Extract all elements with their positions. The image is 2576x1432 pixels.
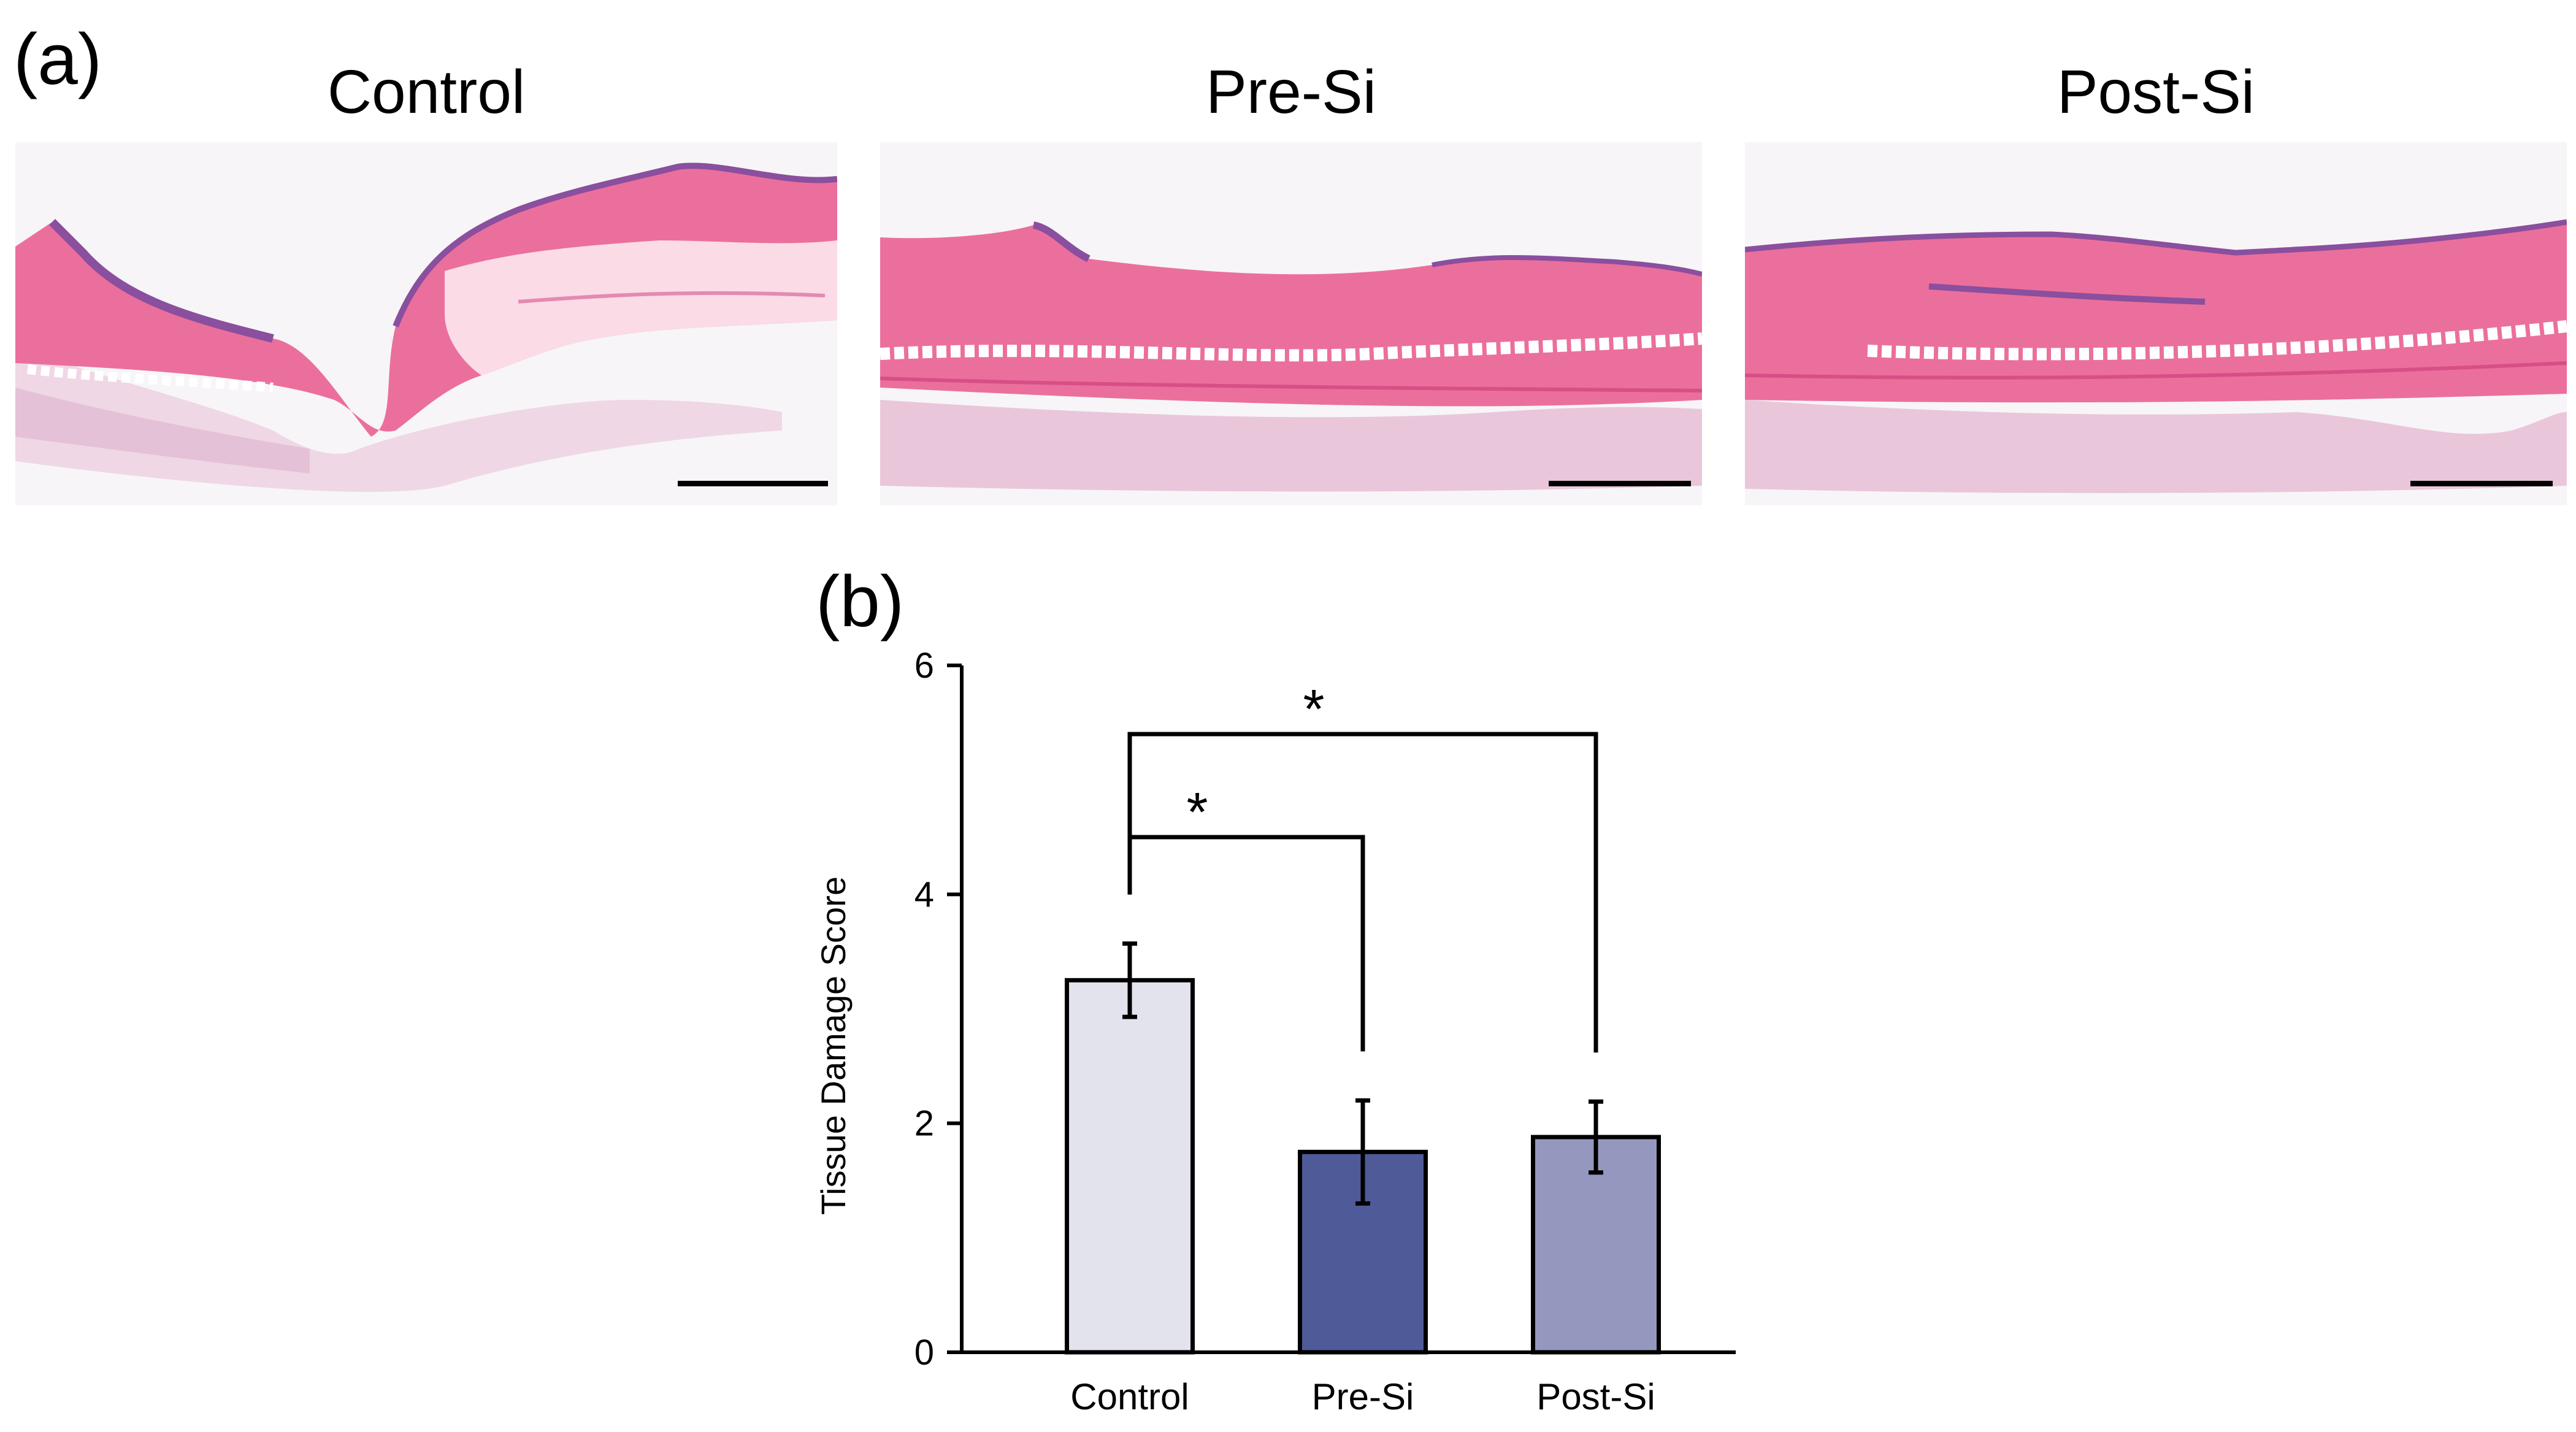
histology-image-control [15,142,837,505]
image-title-pre-si: Pre-Si [1206,58,1376,126]
x-tick-label-pre-si: Pre-Si [1312,1376,1414,1417]
significance-label-1: * [1186,782,1208,843]
panel-a-label: (a) [13,19,102,100]
y-tick-label-6: 6 [914,646,934,686]
y-tick-label-0: 0 [914,1333,934,1373]
y-axis-label: Tissue Damage Score [814,876,853,1215]
image-title-control: Control [327,58,526,126]
histology-image-post-si [1745,142,2567,505]
bar-control [1065,978,1195,1355]
panel-b-label: (b) [816,561,905,642]
image-title-post-si: Post-Si [2057,58,2255,126]
x-tick-label-post-si: Post-Si [1536,1376,1655,1417]
histology-image-pre-si [880,142,1702,505]
significance-bracket-2 [1127,732,1598,1053]
significance-label-2: * [1303,679,1324,740]
y-tick-label-4: 4 [914,875,934,914]
y-tick-label-2: 2 [914,1104,934,1144]
x-tick-label-control: Control [1070,1376,1189,1417]
